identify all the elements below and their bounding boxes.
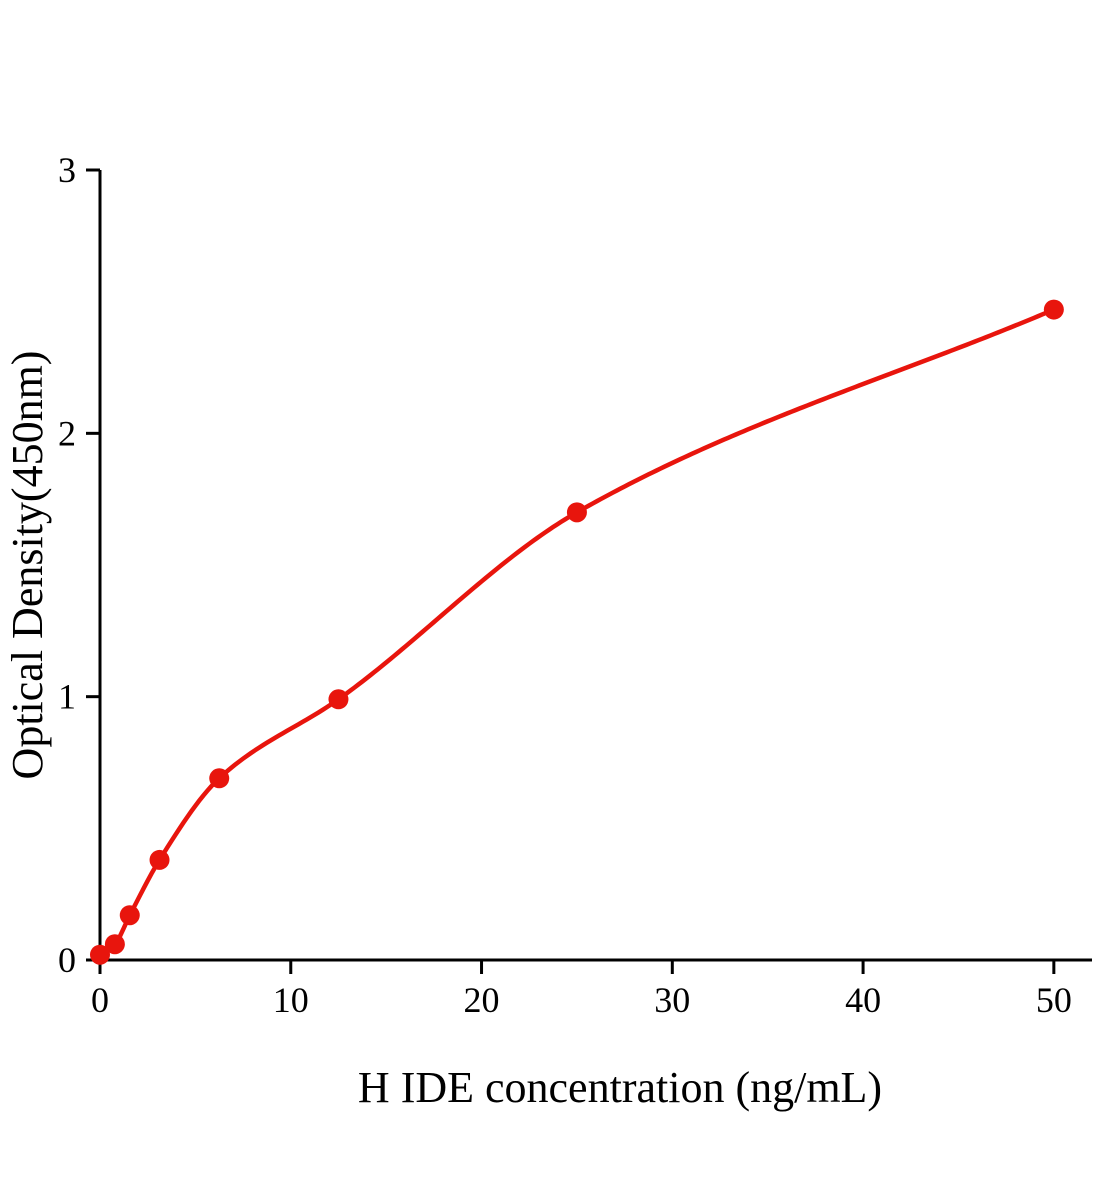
x-tick-label: 10: [273, 980, 309, 1020]
data-point: [119, 905, 140, 926]
y-tick-label: 2: [58, 413, 76, 453]
data-point: [566, 502, 587, 523]
data-points: [90, 299, 1064, 965]
y-tick-label: 1: [58, 677, 76, 717]
fitted-curve: [97, 307, 1057, 957]
x-axis-label: H IDE concentration (ng/mL): [358, 1063, 882, 1112]
y-axis-label: Optical Density(450nm): [3, 351, 52, 780]
y-tick-label: 3: [58, 150, 76, 190]
tick-labels: 0 10 20 30 40 50 0 1 2 3: [58, 150, 1072, 1020]
x-tick-label: 30: [654, 980, 690, 1020]
axes: [98, 170, 1092, 962]
data-point: [104, 934, 125, 955]
data-point: [328, 689, 349, 710]
x-tick-label: 40: [845, 980, 881, 1020]
axis-ticks: [86, 168, 1056, 974]
data-point: [209, 768, 230, 789]
y-tick-label: 0: [58, 940, 76, 980]
x-tick-label: 0: [91, 980, 109, 1020]
data-point: [1043, 299, 1064, 320]
data-point: [90, 944, 110, 965]
data-point: [149, 849, 170, 870]
x-tick-label: 20: [464, 980, 500, 1020]
x-tick-label: 50: [1036, 980, 1072, 1020]
